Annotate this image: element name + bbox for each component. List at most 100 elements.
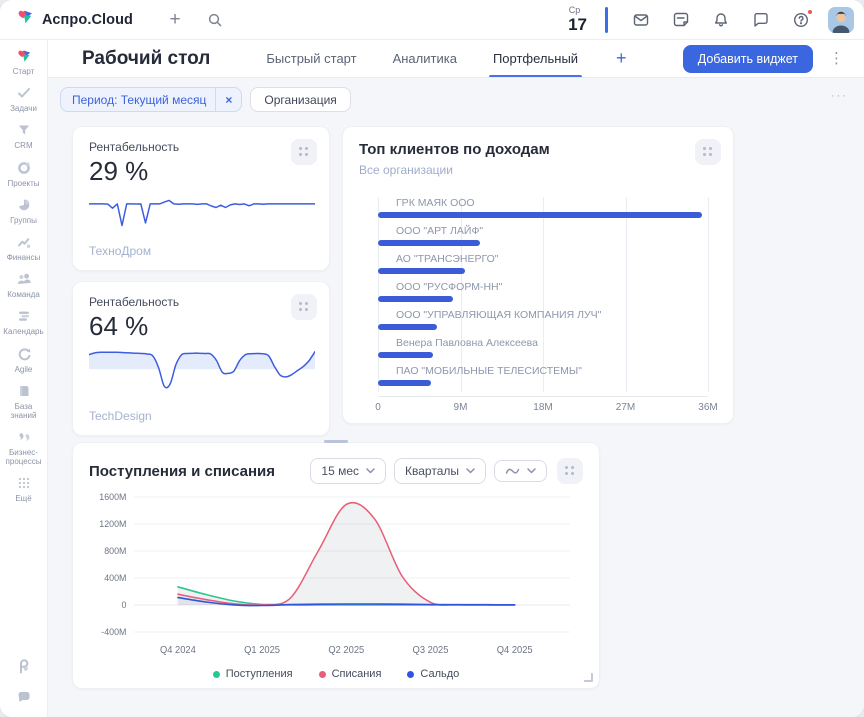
period-select-value: 15 мес [321,464,359,478]
bar[interactable] [378,352,433,358]
sidebar-item-start[interactable]: Старт [2,48,45,76]
drag-handle-icon[interactable] [291,294,317,320]
mail-icon[interactable] [628,7,654,33]
period-filter-chip[interactable]: Период: Текущий месяц × [60,87,242,112]
help-badge [807,9,813,15]
all-organizations-link[interactable]: Все организации [359,163,717,177]
sidebar-item-more[interactable]: Ещё [2,475,45,503]
grouping-select[interactable]: Кварталы [394,458,486,484]
sidebar-item-label: CRM [14,141,32,150]
bar[interactable] [378,268,465,274]
app-logo[interactable]: Аспро.Cloud [16,8,133,31]
chevron-down-icon [527,468,536,474]
groups-icon [16,197,32,213]
sidebar-item-finance[interactable]: Финансы [2,234,45,262]
tab-analytics[interactable]: Аналитика [393,40,457,77]
sidebar-partner-button[interactable] [16,659,32,675]
svg-text:1600M: 1600M [99,492,126,502]
page-header: Рабочий стол Быстрый старт Аналитика Пор… [48,40,864,78]
sidebar-item-business-processes[interactable]: Бизнес-процессы [2,429,45,466]
sidebar-item-label: Agile [15,365,33,374]
create-button[interactable]: + [161,6,189,34]
svg-text:Q2 2025: Q2 2025 [328,645,364,656]
sidebar-item-groups[interactable]: Группы [2,197,45,225]
tab-quick-start[interactable]: Быстрый старт [266,40,356,77]
bar[interactable] [378,296,453,302]
period-select[interactable]: 15 мес [310,458,386,484]
bar-row[interactable]: Венера Павловна Алексеева [378,337,708,365]
sidebar-item-knowledge-base[interactable]: База знаний [2,383,45,420]
bar-label: ООО "УПРАВЛЯЮЩАЯ КОМПАНИЯ ЛУЧ" [396,309,708,322]
company-link[interactable]: TechDesign [89,409,152,423]
chat-icon[interactable] [748,7,774,33]
search-icon[interactable] [201,6,229,34]
organization-filter-chip[interactable]: Организация [250,87,350,112]
sidebar-item-label: Проекты [7,179,39,188]
widget-resize-handle[interactable] [584,673,593,682]
logo-icon [16,8,34,31]
axis-tick-label: 18M [533,402,552,413]
top-clients-axis: 09M18M27M36M [378,396,708,412]
team-icon [16,271,32,287]
bar[interactable] [378,240,480,246]
sidebar-item-calendar[interactable]: Календарь [2,308,45,336]
day-number: 17 [568,15,587,34]
axis-tick-label: 0 [375,402,381,413]
line-chart-type-icon [505,466,520,476]
svg-text:Q4 2025: Q4 2025 [497,645,533,656]
drag-handle-icon[interactable] [557,458,583,484]
bar[interactable] [378,380,431,386]
topbar: Аспро.Cloud + Ср 17 [0,0,864,40]
legend-label: Списания [332,668,382,680]
notifications-bell-icon[interactable] [708,7,734,33]
notes-icon[interactable] [668,7,694,33]
widget-title: Поступления и списания [89,463,275,480]
bar[interactable] [378,324,437,330]
chart-type-select[interactable] [494,460,547,482]
user-avatar[interactable] [828,7,854,33]
sidebar-item-agile[interactable]: Agile [2,346,45,374]
axis-tick-label: 9M [454,402,468,413]
sidebar-item-team[interactable]: Команда [2,271,45,299]
legend-item-outflows[interactable]: Списания [319,668,382,680]
red-dot-icon [319,671,326,678]
sidebar-item-label: Группы [10,216,37,225]
sidebar-support-chat-button[interactable] [16,689,32,705]
bar-row[interactable]: ПАО "МОБИЛЬНЫЕ ТЕЛЕСИСТЕМЫ" [378,365,708,393]
period-filter-label: Период: Текущий месяц [72,93,215,107]
help-icon[interactable] [788,7,814,33]
widget-profitability-techdesign: Рентабельность 64 % TechDesign [72,281,330,436]
drag-handle-icon[interactable] [695,139,721,165]
svg-text:Q1 2025: Q1 2025 [244,645,280,656]
remove-period-filter-icon[interactable]: × [216,93,241,107]
add-widget-button[interactable]: Добавить виджет [683,45,813,73]
filters-row: Период: Текущий месяц × Организация ··· [60,87,848,112]
dashboard-content: Период: Текущий месяц × Организация ··· … [48,78,864,717]
legend-item-balance[interactable]: Сальдо [407,668,459,680]
content-more-icon[interactable]: ··· [831,87,848,102]
sidebar-item-projects[interactable]: Проекты [2,160,45,188]
bar[interactable] [378,212,702,218]
svg-text:Q3 2025: Q3 2025 [413,645,449,656]
sidebar-item-tasks[interactable]: Задачи [2,85,45,113]
projects-icon [16,160,32,176]
company-link[interactable]: ТехноДром [89,244,151,258]
bar-row[interactable]: ООО "УПРАВЛЯЮЩАЯ КОМПАНИЯ ЛУЧ" [378,309,708,337]
calendar-date[interactable]: Ср 17 [568,6,587,34]
svg-text:1200M: 1200M [99,519,126,529]
bar-row[interactable]: ООО "РУСФОРМ-НН" [378,281,708,309]
sidebar-item-crm[interactable]: CRM [2,122,45,150]
bar-row[interactable]: ГРК МАЯК ООО [378,197,708,225]
tab-portfolio[interactable]: Портфельный [493,40,578,77]
add-tab-button[interactable]: + [614,48,629,69]
bar-row[interactable]: АО "ТРАНСЭНЕРГО" [378,253,708,281]
top-clients-chart: ГРК МАЯК ООО ООО "АРТ ЛАЙФ"АО "ТРАНСЭНЕРГ… [378,197,708,412]
page-menu-kebab-icon[interactable]: ⋮ [823,49,850,68]
app-name: Аспро.Cloud [42,12,133,28]
widget-drag-indicator[interactable] [324,440,348,443]
bar-label: ГРК МАЯК ООО [396,197,708,210]
legend-item-inflows[interactable]: Поступления [213,668,293,680]
drag-handle-icon[interactable] [291,139,317,165]
bar-row[interactable]: ООО "АРТ ЛАЙФ" [378,225,708,253]
sidebar: Старт Задачи CRM Проекты [0,40,48,717]
